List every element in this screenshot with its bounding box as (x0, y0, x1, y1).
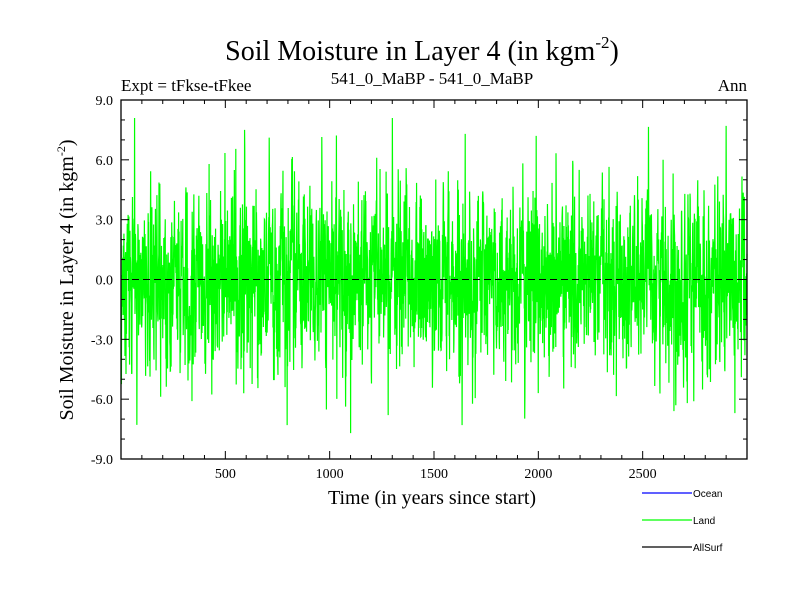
experiment-comparison-label: 541_0_MaBP - 541_0_MaBP (331, 69, 533, 88)
chart-title: Soil Moisture in Layer 4 (in kgm-2) (225, 33, 619, 67)
land-series-line (120, 117, 748, 434)
x-tick-label: 500 (215, 467, 236, 482)
x-tick-label: 2000 (524, 467, 552, 482)
experiment-label: Expt = tFkse-tFkee (121, 76, 251, 95)
chart-title-superscript: -2 (595, 33, 609, 52)
x-axis-label: Time (in years since start) (328, 487, 536, 509)
chart-title-text: Soil Moisture in Layer 4 (in kgm (225, 36, 595, 67)
legend-label-land: Land (693, 516, 715, 527)
legend-label-allsurf: AllSurf (693, 543, 723, 554)
plot-area (120, 117, 748, 434)
chart-title-close: ) (610, 36, 619, 67)
x-tick-label: 2500 (629, 467, 657, 482)
season-label: Ann (718, 76, 748, 95)
y-tick-label: 0.0 (96, 274, 114, 289)
y-tick-label: -9.0 (91, 453, 113, 468)
y-tick-label: 6.0 (96, 154, 114, 169)
y-tick-label: -6.0 (91, 393, 113, 408)
x-tick-label: 1000 (316, 467, 344, 482)
y-axis-label-superscript: -2 (54, 146, 68, 156)
y-tick-label: 9.0 (96, 94, 114, 109)
y-axis-label-text: Soil Moisture in Layer 4 (in kgm (56, 156, 78, 421)
legend-label-ocean: Ocean (693, 489, 722, 500)
y-tick-label: -3.0 (91, 333, 113, 348)
y-tick-label: 3.0 (96, 214, 114, 229)
legend: Ocean Land AllSurf (642, 489, 723, 554)
y-axis-label-close: ) (56, 139, 78, 146)
y-axis-label: Soil Moisture in Layer 4 (in kgm-2) (54, 139, 78, 420)
axes: 9.0 6.0 3.0 0.0 -3.0 -6.0 -9.0 500 1000 1500 2000 2… (91, 94, 748, 482)
x-tick-label: 1500 (420, 467, 448, 482)
